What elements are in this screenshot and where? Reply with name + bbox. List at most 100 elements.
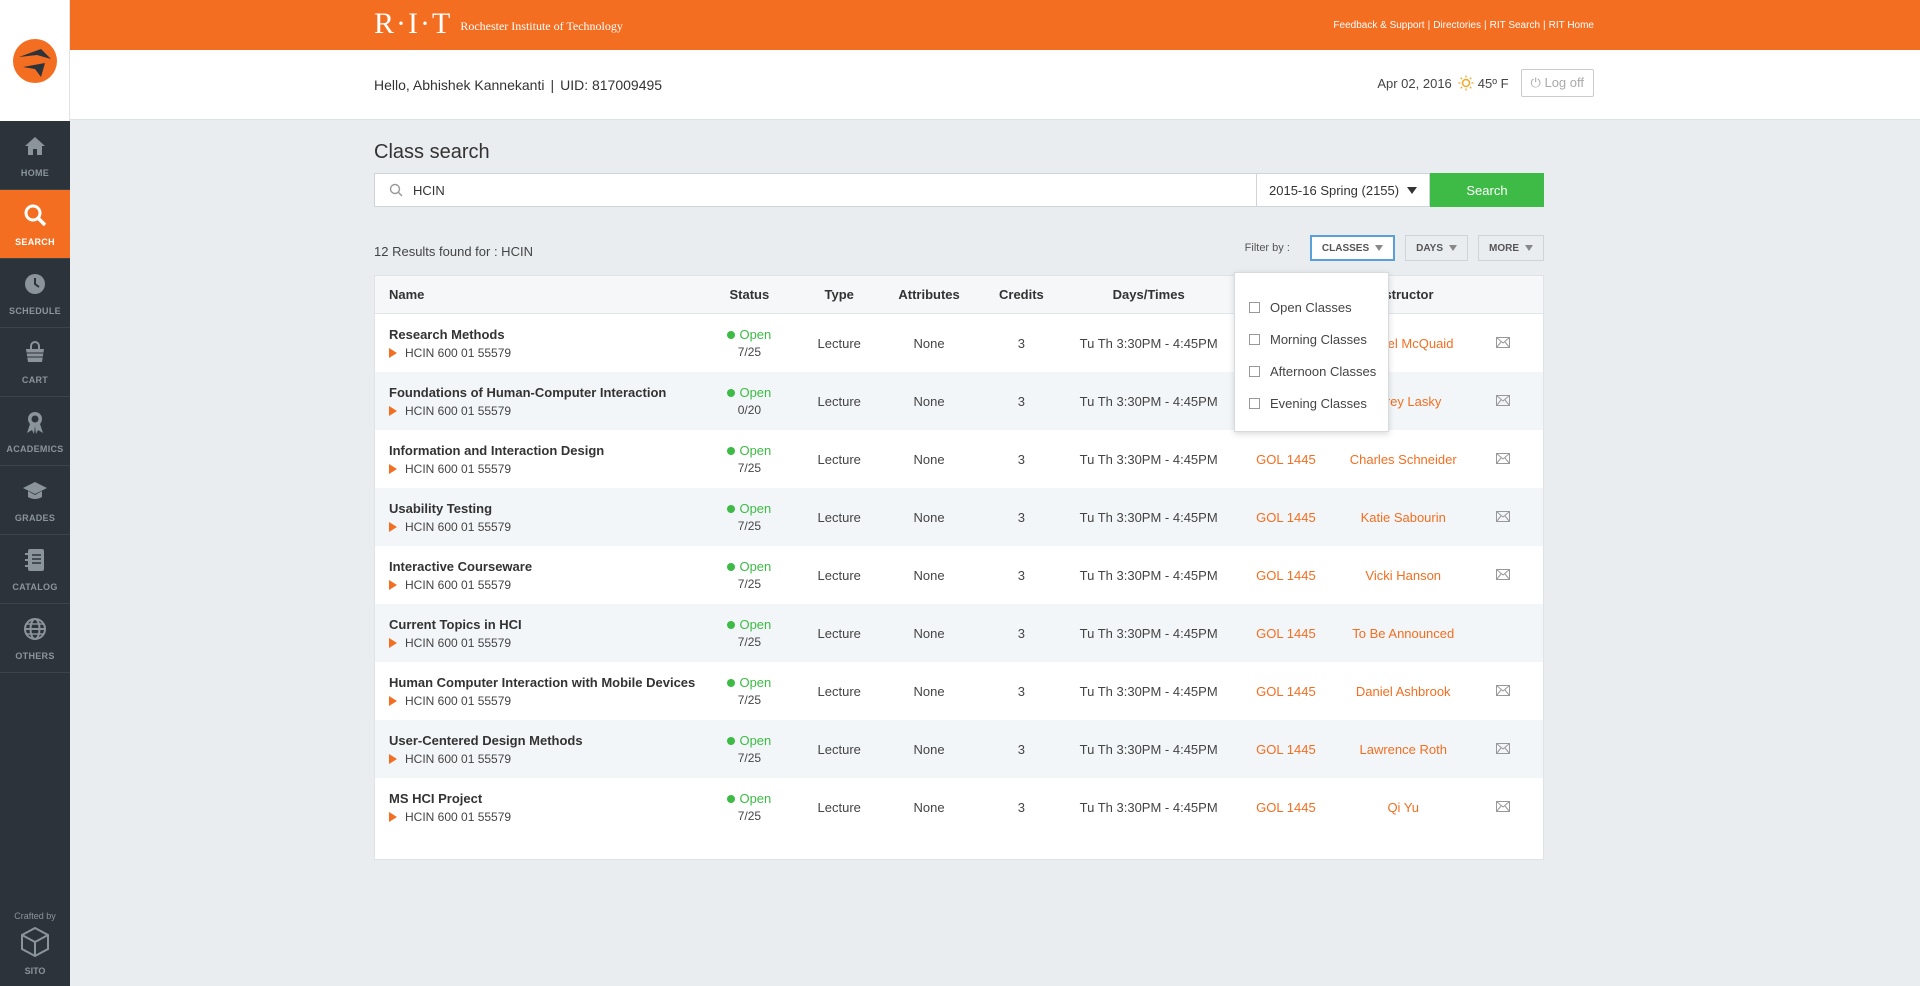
course-code[interactable]: HCIN 600 01 55579: [389, 462, 704, 476]
rit-home-link[interactable]: RIT Home: [1548, 20, 1594, 31]
expand-triangle-icon[interactable]: [389, 811, 397, 822]
table-row[interactable]: Information and Interaction Design HCIN 6…: [375, 430, 1543, 488]
expand-triangle-icon[interactable]: [389, 463, 397, 474]
checkbox[interactable]: [1249, 301, 1260, 313]
mail-icon[interactable]: [1496, 742, 1511, 757]
mail-icon[interactable]: [1496, 800, 1511, 815]
course-code[interactable]: HCIN 600 01 55579: [389, 346, 704, 360]
sidebar-item-academics[interactable]: ACADEMICS: [0, 397, 70, 466]
attributes-cell: None: [913, 625, 945, 641]
mail-icon[interactable]: [1496, 510, 1511, 525]
table-row[interactable]: Interactive Courseware HCIN 600 01 55579 O…: [375, 546, 1543, 604]
room-link[interactable]: GOL 1445: [1256, 683, 1316, 699]
header-attributes[interactable]: Attributes: [898, 287, 960, 302]
room-link[interactable]: GOL 1445: [1256, 451, 1316, 467]
course-name[interactable]: Human Computer Interaction with Mobile D…: [389, 674, 696, 690]
instructor-link[interactable]: To Be Announced: [1352, 625, 1455, 641]
search-button[interactable]: Search: [1430, 173, 1544, 207]
course-name[interactable]: Current Topics in HCI: [389, 616, 522, 632]
checkbox[interactable]: [1249, 397, 1260, 409]
checkbox[interactable]: [1249, 365, 1260, 377]
filter-option-open[interactable]: Open Classes: [1235, 291, 1388, 323]
course-code[interactable]: HCIN 600 01 55579: [389, 578, 704, 592]
course-name[interactable]: Foundations of Human-Computer Interactio…: [389, 384, 667, 400]
search-input[interactable]: [413, 182, 1213, 198]
instructor-link[interactable]: Lawrence Roth: [1359, 741, 1447, 757]
mail-icon[interactable]: [1496, 394, 1511, 409]
directories-link[interactable]: Directories: [1433, 20, 1481, 31]
header-credits[interactable]: Credits: [999, 287, 1044, 302]
filter-days-button[interactable]: DAYS: [1405, 235, 1468, 261]
room-link[interactable]: GOL 1445: [1256, 741, 1316, 757]
table-row[interactable]: Human Computer Interaction with Mobile D…: [375, 662, 1543, 720]
instructor-link[interactable]: Qi Yu: [1387, 799, 1419, 815]
mail-icon[interactable]: [1496, 684, 1511, 699]
classes-filter-dropdown: Open Classes Morning Classes Afternoon C…: [1234, 272, 1389, 432]
expand-triangle-icon[interactable]: [389, 637, 397, 648]
mail-icon[interactable]: [1496, 452, 1511, 467]
room-link[interactable]: GOL 1445: [1256, 625, 1316, 641]
filter-option-evening[interactable]: Evening Classes: [1235, 387, 1388, 419]
room-link[interactable]: GOL 1445: [1256, 799, 1316, 815]
mail-icon[interactable]: [1496, 336, 1511, 351]
app-logo[interactable]: [0, 0, 70, 121]
course-name[interactable]: Research Methods: [389, 326, 505, 342]
logoff-button[interactable]: ⏻ Log off: [1520, 69, 1594, 97]
room-link[interactable]: GOL 1445: [1256, 567, 1316, 583]
course-name[interactable]: Information and Interaction Design: [389, 442, 605, 458]
seats-count: 7/25: [737, 461, 762, 475]
header-status[interactable]: Status: [729, 287, 770, 302]
sidebar-item-others[interactable]: OTHERS: [0, 604, 70, 673]
course-name[interactable]: Usability Testing: [389, 500, 493, 516]
sidebar-item-cart[interactable]: CART: [0, 328, 70, 397]
course-code[interactable]: HCIN 600 01 55579: [389, 636, 704, 650]
header-type[interactable]: Type: [824, 287, 854, 302]
expand-triangle-icon[interactable]: [389, 753, 397, 764]
sidebar-item-catalog[interactable]: CATALOG: [0, 535, 70, 604]
course-name[interactable]: MS HCI Project: [389, 790, 483, 806]
term-select[interactable]: 2015-16 Spring (2155): [1257, 173, 1430, 207]
expand-triangle-icon[interactable]: [389, 521, 397, 532]
course-code[interactable]: HCIN 600 01 55579: [389, 520, 704, 534]
rit-search-link[interactable]: RIT Search: [1489, 20, 1540, 31]
filter-more-button[interactable]: MORE: [1478, 235, 1544, 261]
header-days-times[interactable]: Days/Times: [1112, 287, 1185, 302]
course-name[interactable]: Interactive Courseware: [389, 558, 533, 574]
table-row[interactable]: Usability Testing HCIN 600 01 55579 Open 7/…: [375, 488, 1543, 546]
sidebar-item-search[interactable]: SEARCH: [0, 190, 70, 259]
rit-logo[interactable]: R·I·T Rochester Institute of Technology: [374, 7, 623, 41]
instructor-link[interactable]: Daniel Ashbrook: [1355, 683, 1451, 699]
expand-triangle-icon[interactable]: [389, 579, 397, 590]
checkbox[interactable]: [1249, 333, 1260, 345]
table-row[interactable]: Current Topics in HCI HCIN 600 01 55579 Op…: [375, 604, 1543, 662]
room-link[interactable]: GOL 1445: [1256, 509, 1316, 525]
sidebar-item-grades[interactable]: GRADES: [0, 466, 70, 535]
table-row[interactable]: User-Centered Design Methods HCIN 600 01 …: [375, 720, 1543, 778]
status-dot-icon: [727, 562, 736, 571]
instructor-link[interactable]: Vicki Hanson: [1365, 567, 1442, 583]
expand-triangle-icon[interactable]: [389, 405, 397, 416]
instructor-link[interactable]: Charles Schneider: [1349, 451, 1457, 467]
course-code[interactable]: HCIN 600 01 55579: [389, 694, 704, 708]
instructor-link[interactable]: Katie Sabourin: [1360, 509, 1446, 525]
mail-icon[interactable]: [1496, 568, 1511, 583]
filter-option-morning[interactable]: Morning Classes: [1235, 323, 1388, 355]
expand-triangle-icon[interactable]: [389, 347, 397, 358]
type-cell: Lecture: [817, 799, 861, 815]
header-name[interactable]: Name: [389, 287, 425, 302]
filter-option-afternoon[interactable]: Afternoon Classes: [1235, 355, 1388, 387]
course-name[interactable]: User-Centered Design Methods: [389, 732, 583, 748]
sidebar-item-schedule[interactable]: SCHEDULE: [0, 259, 70, 328]
filter-classes-button[interactable]: CLASSES: [1309, 235, 1396, 261]
seats-count: 7/25: [737, 577, 762, 591]
expand-triangle-icon[interactable]: [389, 695, 397, 706]
course-code[interactable]: HCIN 600 01 55579: [389, 404, 704, 418]
table-row[interactable]: MS HCI Project HCIN 600 01 55579 Open 7/25 L…: [375, 778, 1543, 836]
option-label: Morning Classes: [1270, 331, 1367, 347]
sidebar-item-home[interactable]: HOME: [0, 121, 70, 190]
feedback-link[interactable]: Feedback & Support: [1333, 20, 1425, 31]
course-code[interactable]: HCIN 600 01 55579: [389, 810, 704, 824]
type-cell: Lecture: [817, 741, 861, 757]
course-code[interactable]: HCIN 600 01 55579: [389, 752, 704, 766]
type-cell: Lecture: [817, 509, 861, 525]
